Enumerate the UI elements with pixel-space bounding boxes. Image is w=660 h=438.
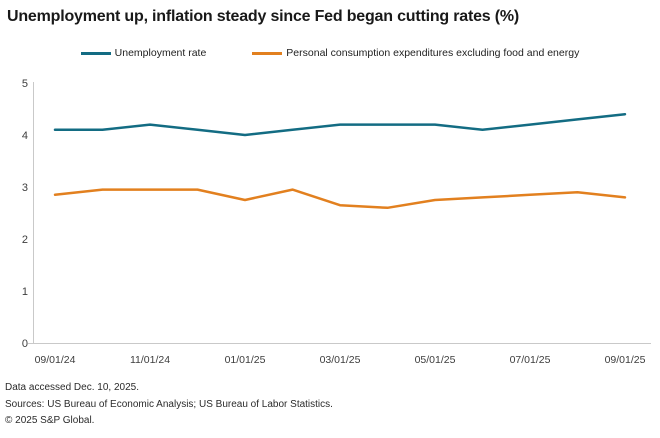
y-tick-label: 4: [22, 130, 28, 142]
legend-item-pce: Personal consumption expenditures exclud…: [252, 47, 579, 59]
legend-label: Unemployment rate: [114, 47, 207, 59]
x-axis-tick-labels: 09/01/24 11/01/24 01/01/25 03/01/25 05/01/25…: [35, 354, 646, 366]
legend-label: Personal consumption expenditures exclud…: [286, 47, 580, 59]
x-tick-label: 01/01/25: [225, 354, 266, 366]
y-tick-label: 0: [22, 338, 28, 350]
chart-title: Unemployment up, inflation steady since …: [7, 8, 520, 25]
y-tick-label: 2: [22, 234, 28, 246]
unemployment-line-swatch: [80, 51, 111, 55]
chart-footer: Data accessed Dec. 10, 2025. Sources: US…: [5, 380, 333, 430]
series-lines: [53, 112, 627, 210]
y-tick-label: 3: [22, 182, 28, 194]
y-tick-label: 5: [22, 78, 28, 90]
y-axis-tick-labels: 0 1 2 3 4 5: [22, 78, 28, 350]
x-tick-label: 03/01/25: [320, 354, 361, 366]
unemployment-line: [53, 112, 627, 137]
pce-line: [53, 188, 627, 210]
chart-legend: Unemployment rate Personal consumption e…: [0, 47, 660, 59]
x-tick-label: 05/01/25: [415, 354, 456, 366]
x-tick-label: 07/01/25: [510, 354, 551, 366]
x-tick-label: 09/01/24: [35, 354, 76, 366]
x-tick-label: 09/01/25: [605, 354, 646, 366]
y-tick-label: 1: [22, 286, 28, 298]
legend-item-unemployment: Unemployment rate: [80, 47, 207, 59]
x-tick-label: 11/01/24: [130, 354, 170, 366]
pce-line-swatch: [252, 51, 283, 55]
footer-copyright: © 2025 S&P Global.: [5, 415, 95, 426]
footer-sources: Sources: US Bureau of Economic Analysis;…: [5, 398, 333, 410]
footer-data-accessed: Data accessed Dec. 10, 2025.: [5, 382, 139, 393]
